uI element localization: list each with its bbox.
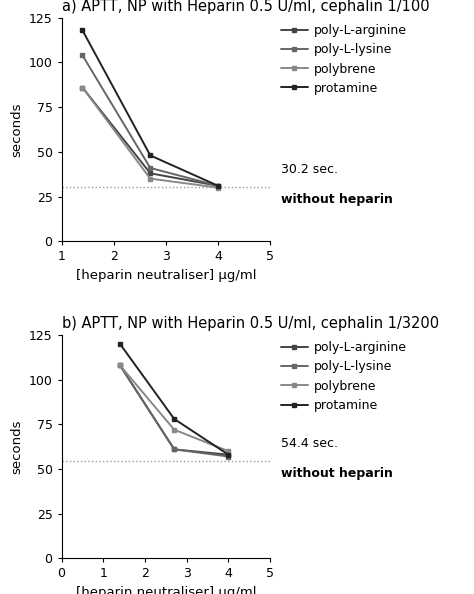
Line: poly-L-lysine: poly-L-lysine (118, 363, 231, 459)
Line: polybrene: polybrene (118, 363, 231, 454)
protamine (147, 152, 153, 159)
Line: poly-L-arginine: poly-L-arginine (80, 85, 220, 188)
protamine (80, 27, 85, 34)
polybrene (215, 184, 221, 191)
poly-L-arginine (147, 170, 153, 177)
Line: protamine: protamine (118, 342, 231, 457)
poly-L-lysine (147, 165, 153, 172)
Text: without heparin: without heparin (281, 193, 393, 206)
poly-L-lysine (117, 362, 123, 369)
Text: 30.2 sec.: 30.2 sec. (281, 163, 338, 176)
Line: protamine: protamine (80, 28, 220, 188)
X-axis label: [heparin neutraliser] μg/ml: [heparin neutraliser] μg/ml (76, 268, 256, 282)
poly-L-lysine (172, 446, 177, 453)
Legend: poly-L-arginine, poly-L-lysine, polybrene, protamine: poly-L-arginine, poly-L-lysine, polybren… (281, 341, 407, 412)
poly-L-lysine (215, 182, 221, 189)
Legend: poly-L-arginine, poly-L-lysine, polybrene, protamine: poly-L-arginine, poly-L-lysine, polybren… (281, 24, 407, 95)
polybrene (147, 175, 153, 182)
Y-axis label: seconds: seconds (10, 102, 23, 157)
protamine (172, 415, 177, 422)
poly-L-arginine (117, 362, 123, 369)
protamine (226, 451, 231, 459)
polybrene (117, 362, 123, 369)
polybrene (226, 448, 231, 455)
polybrene (80, 84, 85, 91)
Line: poly-L-lysine: poly-L-lysine (80, 53, 220, 188)
protamine (215, 182, 221, 189)
Text: 54.4 sec.: 54.4 sec. (281, 437, 338, 450)
Y-axis label: seconds: seconds (10, 419, 23, 474)
Line: poly-L-arginine: poly-L-arginine (118, 363, 231, 457)
poly-L-arginine (215, 182, 221, 189)
poly-L-arginine (172, 446, 177, 453)
protamine (117, 340, 123, 347)
poly-L-lysine (226, 453, 231, 460)
Line: polybrene: polybrene (80, 85, 220, 190)
Text: b) APTT, NP with Heparin 0.5 U/ml, cephalin 1/3200: b) APTT, NP with Heparin 0.5 U/ml, cepha… (62, 316, 439, 331)
X-axis label: [heparin neutraliser] μg/ml: [heparin neutraliser] μg/ml (76, 586, 256, 594)
polybrene (172, 426, 177, 433)
poly-L-arginine (226, 451, 231, 459)
poly-L-arginine (80, 84, 85, 91)
poly-L-lysine (80, 52, 85, 59)
Text: a) APTT, NP with Heparin 0.5 U/ml, cephalin 1/100: a) APTT, NP with Heparin 0.5 U/ml, cepha… (62, 0, 429, 14)
Text: without heparin: without heparin (281, 467, 393, 480)
